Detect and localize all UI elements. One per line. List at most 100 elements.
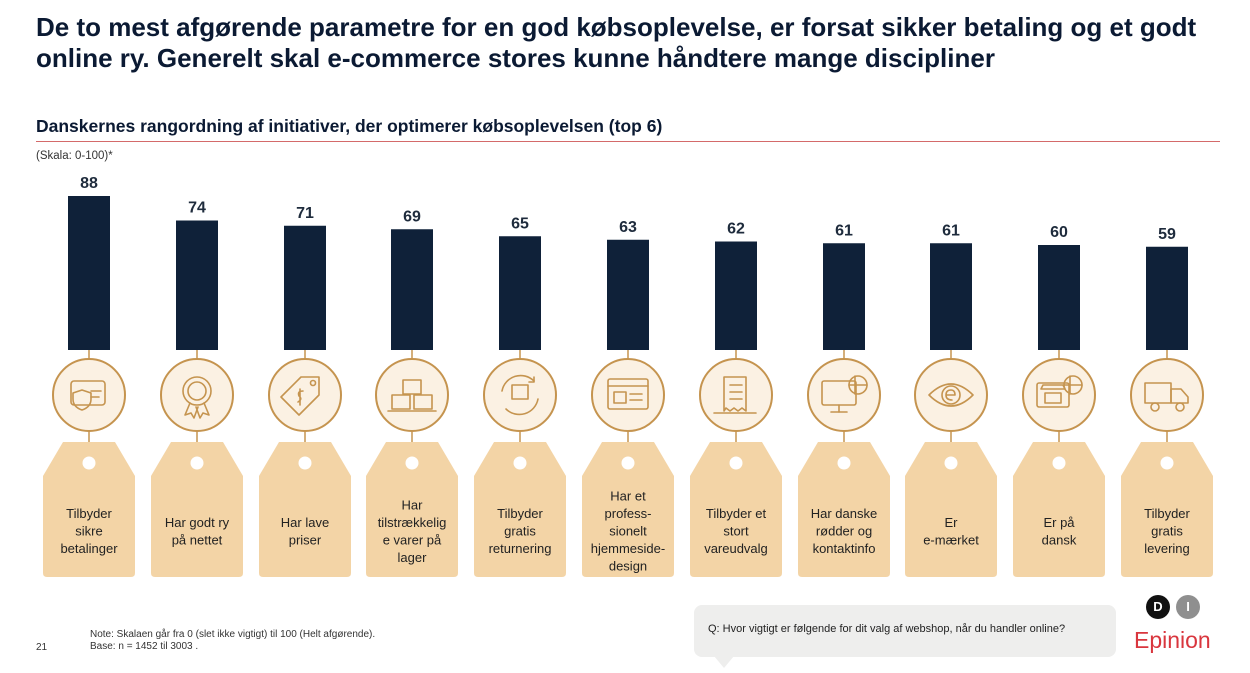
icon-circle	[699, 358, 773, 432]
category-label-line: Tilbyder	[66, 506, 112, 521]
logo-wordmark: Epinion	[1134, 627, 1211, 653]
category-label-line: Har danske	[811, 506, 877, 521]
bar	[823, 243, 865, 350]
icon-circle	[375, 358, 449, 432]
footnote-base: Base: n = 1452 til 3003 .	[90, 641, 199, 652]
bar-value-label: 88	[80, 175, 98, 192]
tag-hole	[944, 456, 958, 470]
category-label-line: levering	[1144, 541, 1190, 556]
category-label-line: betalinger	[60, 541, 118, 556]
bar	[1146, 246, 1188, 350]
icon-circle	[483, 358, 557, 432]
icon-circle	[591, 358, 665, 432]
category-label-line: gratis	[504, 524, 536, 539]
epinion-logo: D I Epinion	[1134, 593, 1224, 663]
category-label: Tilbyder gratis levering	[1144, 506, 1190, 556]
category-label-line: Har godt ry	[165, 515, 230, 530]
category-label: Har godt ry på nettet	[165, 515, 230, 548]
return-box-icon	[501, 374, 539, 416]
card-shield-icon	[70, 380, 106, 411]
bar-value-label: 60	[1050, 224, 1068, 241]
category-label-line: priser	[289, 532, 322, 547]
bar	[284, 225, 326, 350]
category-tag	[1013, 442, 1105, 577]
category-tag	[366, 442, 458, 577]
footnote: Note: Skalaen går fra 0 (slet ikke vigti…	[90, 629, 375, 653]
category-tag	[151, 442, 243, 577]
icon-circle	[1022, 358, 1096, 432]
tag-hole	[190, 456, 204, 470]
bar-group: 69 Har tilstrækkelig e varer på lager	[366, 208, 458, 577]
category-label-line: sionelt	[609, 524, 647, 539]
category-label-line: gratis	[1151, 524, 1183, 539]
tag-hole	[405, 456, 419, 470]
bar-chart: 88 Tilbyder sikre betalinger 74 Har godt ry på…	[43, 175, 1213, 577]
category-label-line: dansk	[1042, 532, 1077, 547]
category-label-line: hjemmeside-	[591, 541, 665, 556]
bar-group: 60 Er på dansk	[1013, 224, 1105, 577]
bar-value-label: 71	[296, 205, 314, 222]
bar	[176, 220, 218, 350]
category-label-line: Tilbyder et	[706, 506, 767, 521]
category-tag	[905, 442, 997, 577]
category-label: Har tilstrækkelig e varer på lager	[378, 497, 447, 565]
bar	[930, 243, 972, 350]
category-tag	[690, 442, 782, 577]
bar-group: 59 Tilbyder gratis levering	[1121, 226, 1213, 577]
logo-d-circle: D	[1146, 595, 1170, 619]
delivery-truck-icon	[1144, 382, 1189, 412]
bar-value-label: 61	[942, 222, 960, 239]
icon-circle	[1130, 358, 1204, 432]
bar-group: 65 Tilbyder gratis returnering	[474, 215, 566, 577]
category-label-line: design	[609, 559, 647, 574]
category-tag	[474, 442, 566, 577]
tag-hole	[82, 456, 96, 470]
category-label-line: e varer på	[383, 532, 442, 547]
scale-label: (Skala: 0-100)*	[36, 150, 113, 162]
category-label-line: stort	[723, 524, 749, 539]
category-label-line: Har	[402, 497, 424, 512]
bar-group: 63 Har et profess-sionelt hjemmeside-design	[582, 219, 674, 577]
tag-hole	[729, 456, 743, 470]
tag-hole	[1160, 456, 1174, 470]
chart-title: Danskernes rangordning af initiativer, d…	[36, 116, 663, 136]
bar-group: 62 Tilbyder et stort vareudvalg	[690, 221, 782, 577]
bar-group: 61 Er e-mærket	[905, 222, 997, 577]
e-eye-icon	[928, 383, 974, 407]
price-tag-icon	[280, 376, 320, 416]
bar-value-label: 59	[1158, 226, 1176, 243]
bar-group: 71 Har lave priser	[259, 205, 351, 577]
receipt-list-icon	[713, 376, 757, 414]
category-label: Tilbyder et stort vareudvalg	[704, 506, 768, 556]
question-callout: Q: Hvor vigtigt er følgende for dit valg…	[694, 605, 1116, 657]
webpage-icon	[607, 378, 649, 410]
bar-value-label: 61	[835, 222, 853, 239]
shop-monitor-icon	[821, 375, 868, 413]
bar-value-label: 74	[188, 200, 206, 217]
category-label-line: rødder og	[816, 524, 872, 539]
tag-hole	[298, 456, 312, 470]
boxes-icon	[387, 379, 437, 412]
category-label-line: Er på	[1043, 515, 1075, 530]
category-tag	[582, 442, 674, 577]
bar	[1038, 245, 1080, 350]
page-number: 21	[36, 642, 48, 653]
bar-value-label: 65	[511, 215, 529, 232]
category-label-line: returnering	[489, 541, 552, 556]
category-tag	[1121, 442, 1213, 577]
icon-circle	[160, 358, 234, 432]
category-label: Har lave priser	[281, 515, 329, 548]
bar-value-label: 62	[727, 221, 745, 238]
icon-circle	[807, 358, 881, 432]
category-tag	[798, 442, 890, 577]
shop-flag-icon	[1036, 375, 1083, 408]
bar-group: 88 Tilbyder sikre betalinger	[43, 175, 135, 577]
footnote-scale: Note: Skalaen går fra 0 (slet ikke vigti…	[90, 629, 376, 640]
tag-hole	[837, 456, 851, 470]
category-label-line: vareudvalg	[704, 541, 768, 556]
bar	[68, 196, 110, 350]
category-label-line: Tilbyder	[497, 506, 543, 521]
category-label: Tilbyder gratis returnering	[489, 506, 552, 556]
category-label: Tilbyder sikre betalinger	[60, 506, 118, 556]
bar	[391, 229, 433, 350]
